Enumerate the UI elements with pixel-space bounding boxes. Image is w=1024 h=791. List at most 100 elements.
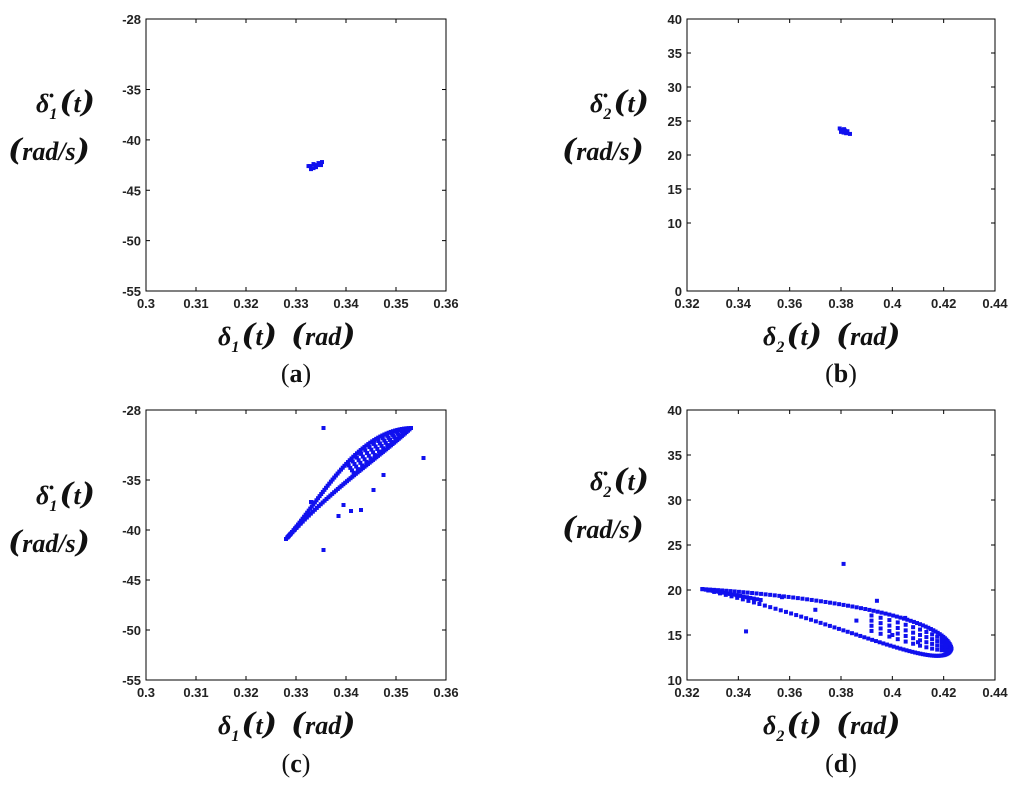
data-point <box>371 441 376 446</box>
data-point <box>354 464 359 469</box>
data-point <box>929 653 934 658</box>
data-point <box>382 432 387 437</box>
paren-close: ) <box>884 318 900 353</box>
x-tick-label: 0.34 <box>333 296 359 311</box>
data-point <box>385 443 390 448</box>
x-tick-label: 0.4 <box>883 685 902 700</box>
x-tick-label: 0.36 <box>777 296 802 311</box>
data-point <box>904 648 909 653</box>
data-point <box>330 477 335 482</box>
y-axis-label-a: δ̇1(t) <box>36 85 95 123</box>
paren-open: ( <box>8 133 24 168</box>
panel-label-b: (b) <box>825 359 857 388</box>
x-axis-label-a: δ1(t) (rad) <box>218 318 356 356</box>
data-point <box>839 129 843 134</box>
data-point <box>918 632 923 637</box>
data-point <box>763 592 768 597</box>
data-point <box>362 457 367 462</box>
chart-panel-d: 0.32 0.34 0.36 0.38 0.4 0.42 0.44 40 35 30 25 20 15 1… <box>562 403 1008 778</box>
data-point <box>903 628 908 633</box>
x-tick-label: 0.32 <box>233 296 258 311</box>
y-tick-label: -35 <box>122 473 141 488</box>
y-tick-label: -50 <box>122 234 141 249</box>
data-point <box>943 642 948 647</box>
data-point <box>755 597 760 602</box>
data-point <box>911 641 916 646</box>
y-axis-unit-a: (rad/s) <box>8 133 90 168</box>
data-point <box>809 597 814 602</box>
data-point <box>322 487 327 492</box>
data-point <box>918 638 923 643</box>
data-point <box>930 637 935 642</box>
paren-open: ( <box>291 318 307 353</box>
y-tick-label: 20 <box>668 148 682 163</box>
x-tick-label: 0.32 <box>674 296 699 311</box>
y-axis-unit-d: (rad/s) <box>562 511 644 546</box>
data-point <box>380 433 385 438</box>
y-tick-label: -55 <box>122 284 141 299</box>
x-tick-label: 0.35 <box>383 685 408 700</box>
data-point <box>720 590 725 595</box>
y-tick-label: -28 <box>122 403 141 418</box>
y-tick-label: 25 <box>668 538 682 553</box>
paren-open: ( <box>562 511 578 546</box>
x-axis-unit: rad <box>850 711 887 740</box>
data-point <box>421 456 426 460</box>
data-point <box>832 601 837 606</box>
data-point <box>717 590 722 595</box>
data-point <box>837 602 842 607</box>
data-point <box>308 506 313 511</box>
paren-close: ) <box>628 133 644 168</box>
data-point <box>319 492 324 497</box>
paren-close: ) <box>806 707 822 742</box>
data-point <box>309 167 313 172</box>
plot-frame-c <box>145 409 447 681</box>
data-point <box>920 652 925 657</box>
y-axis-arg: t <box>628 467 636 496</box>
data-point <box>931 653 936 658</box>
data-point <box>827 623 832 628</box>
data-point <box>890 633 895 637</box>
paren-close: ) <box>848 749 857 778</box>
data-point <box>828 600 833 605</box>
y-tick-label: 35 <box>668 448 682 463</box>
data-point <box>818 599 823 604</box>
y-axis-label-b: δ̇2(t) <box>590 85 649 123</box>
data-point <box>943 639 948 644</box>
data-point <box>306 508 311 513</box>
data-point <box>311 166 316 171</box>
data-point <box>320 160 324 165</box>
data-point <box>385 433 390 438</box>
data-point <box>887 629 892 634</box>
x-tick-label: 0.31 <box>183 296 208 311</box>
y-tick-label: 30 <box>668 80 682 95</box>
data-point <box>888 643 893 648</box>
data-point <box>341 503 346 507</box>
data-point <box>762 603 767 608</box>
data-point <box>887 618 892 623</box>
data-point <box>314 498 319 503</box>
y-tick-label: 15 <box>668 182 682 197</box>
x-tick-label: 0.44 <box>982 685 1008 700</box>
data-point <box>854 618 859 623</box>
data-point <box>386 435 391 440</box>
paren-close: ) <box>628 511 644 546</box>
data-point <box>356 458 361 463</box>
paren-open: ( <box>613 85 629 120</box>
data-point <box>933 629 938 634</box>
y-axis-unit: rad/s <box>22 529 75 558</box>
data-point <box>847 131 852 136</box>
chart-panel-b: 0.32 0.34 0.36 0.38 0.4 0.42 0.444035302520151… <box>562 12 1008 388</box>
data-point <box>724 591 729 596</box>
data-point <box>894 614 899 619</box>
x-tick-label: 0.33 <box>283 685 308 700</box>
data-point <box>794 613 799 618</box>
x-tick-label: 0.44 <box>982 296 1008 311</box>
data-point <box>348 465 353 470</box>
data-point <box>939 637 944 642</box>
paren-close: ) <box>261 318 277 353</box>
x-axis-symbol: δ <box>218 322 231 351</box>
data-point <box>901 647 906 652</box>
paren-close: ) <box>302 749 311 778</box>
data-point <box>325 483 330 488</box>
